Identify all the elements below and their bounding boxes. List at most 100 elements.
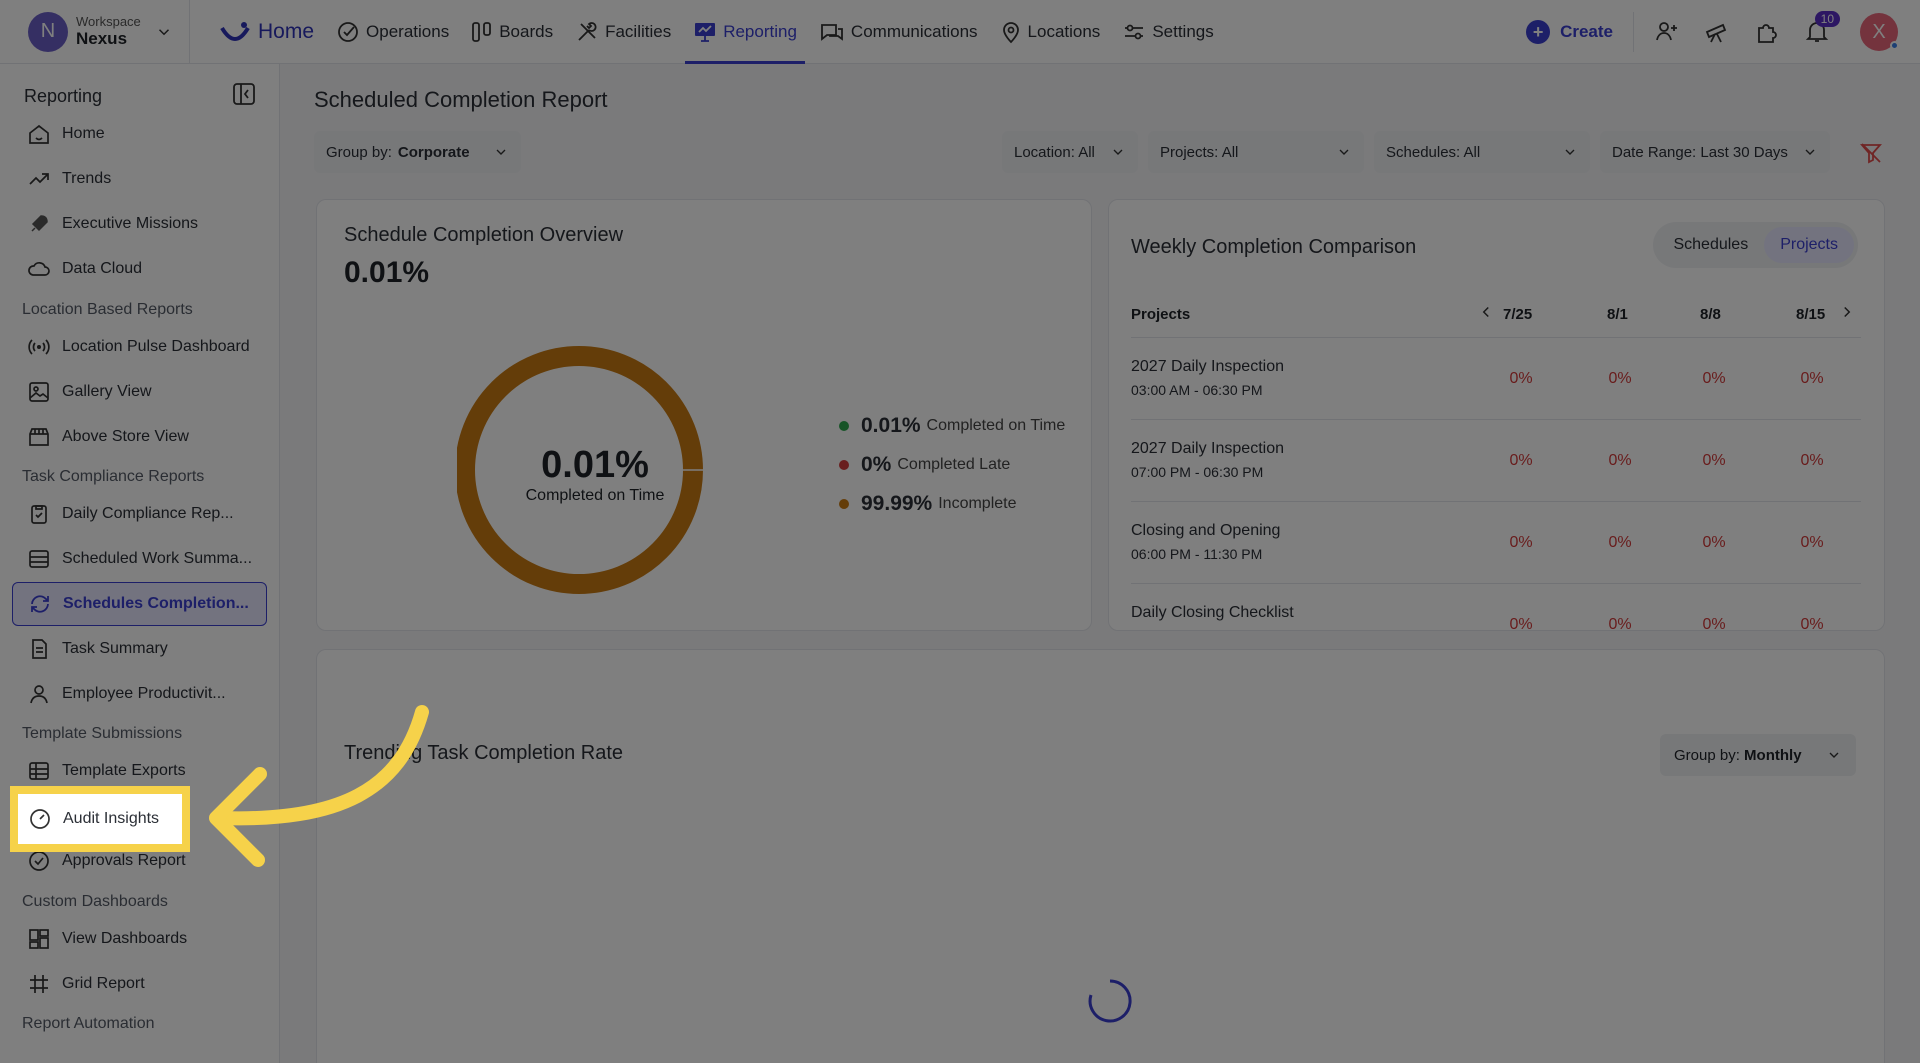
table-row[interactable]: Daily Closing Checklist 0% 0% 0% 0% [1131,584,1861,631]
clipboard-check-icon [31,505,47,524]
section-custom-dashboards: Custom Dashboards [22,893,168,910]
trend-up-icon [29,173,49,185]
toggle-schedules[interactable]: Schedules [1673,236,1749,253]
nav-operations[interactable]: Operations [328,0,457,64]
week-value: 0% [1608,616,1632,631]
nav-communications[interactable]: Communications [811,0,986,64]
create-button[interactable]: + Create [1506,12,1634,52]
workspace-label: Workspace [76,14,141,29]
add-user-button[interactable] [1642,7,1692,57]
rocket-icon [31,215,48,232]
table-row[interactable]: Closing and Opening 06:00 PM - 11:30 PM … [1131,502,1861,584]
sidebar-item-view-dashboards[interactable]: View Dashboards [12,917,267,961]
sidebar-item-label: Executive Missions [62,215,199,232]
sidebar-item-executive-missions[interactable]: Executive Missions [12,202,267,246]
sidebar-item-scheduled-work[interactable]: Scheduled Work Summa... [12,537,267,581]
project-name: Daily Closing Checklist [1131,604,1294,621]
collapse-sidebar-icon[interactable] [232,82,256,106]
week-value: 0% [1800,534,1824,551]
sidebar-item-label: Approvals Report [62,852,186,869]
legend-value: 99.99% [861,491,933,515]
nav-boards-label: Boards [499,21,554,41]
workspace-switcher[interactable]: N Workspace Nexus [0,0,190,64]
location-filter[interactable]: Location: All [1002,131,1138,173]
sidebar-item-gallery-view[interactable]: Gallery View [12,370,267,414]
telescope-button[interactable] [1692,7,1742,57]
chevron-down-icon [496,149,506,155]
refresh-icon [31,595,49,613]
list-icon [29,550,49,568]
sidebar-item-schedules-completion[interactable]: Schedules Completion... [12,582,267,626]
dashboard-icon [29,929,49,949]
workspace-avatar: N [28,11,68,52]
tools-icon [578,21,597,41]
sidebar-item-grid-report[interactable]: Grid Report [12,962,267,1006]
nav-boards[interactable]: Boards [463,0,561,64]
week-header: 8/15 [1796,306,1826,323]
week-header: 8/1 [1607,306,1628,323]
trending-completion-card: Trending Task Completion Rate Group by: … [316,649,1885,1063]
chevron-left-icon[interactable] [1477,303,1495,321]
nav-home[interactable]: Home [210,0,322,64]
projects-filter[interactable]: Projects: All [1148,131,1364,173]
main-content: Scheduled Completion Report Group by: Cor… [281,65,1920,1063]
section-location-based: Location Based Reports [22,301,193,318]
sidebar-item-trends[interactable]: Trends [12,157,267,201]
sidebar-item-label: Schedules Completion... [63,595,249,612]
project-time: 06:00 PM - 11:30 PM [1131,546,1263,562]
nav-settings[interactable]: Settings [1114,0,1221,64]
table-row[interactable]: 2027 Daily Inspection 07:00 PM - 06:30 P… [1131,420,1861,502]
user-avatar[interactable]: X [1860,13,1899,51]
integrations-button[interactable] [1742,7,1792,57]
nav-facilities-label: Facilities [605,21,672,41]
nav-reporting[interactable]: Reporting [685,0,805,64]
sidebar-item-label: Daily Compliance Rep... [62,505,234,522]
toggle-projects[interactable]: Projects [1764,227,1854,263]
image-icon [29,382,49,402]
table-row[interactable]: 2027 Daily Inspection 03:00 AM - 06:30 P… [1131,338,1861,420]
presentation-chart-icon [695,22,716,42]
overview-value: 0.01% [344,256,430,289]
pointer-arrow-icon [209,705,429,867]
broadcast-icon [28,339,50,355]
sidebar-item-home[interactable]: Home [12,112,267,156]
trending-group-by-dropdown[interactable]: Group by: Monthly [1660,734,1856,776]
nav-communications-label: Communications [850,21,978,41]
sidebar-item-label: Grid Report [62,975,145,992]
sidebar-item-task-summary[interactable]: Task Summary [12,627,267,671]
date-range-filter[interactable]: Date Range: Last 30 Days [1600,131,1830,173]
telescope-icon [1705,23,1727,43]
audit-insights-highlight[interactable]: Audit Insights [10,786,190,852]
chevron-right-icon[interactable] [1838,303,1856,321]
orange-dot-icon [839,498,849,509]
sidebar-item-label: Scheduled Work Summa... [62,550,253,567]
project-name: 2027 Daily Inspection [1131,358,1284,375]
donut-chart: 0.01% Completed on Time [455,340,717,600]
sidebar-item-data-cloud[interactable]: Data Cloud [12,247,267,291]
week-value: 0% [1702,534,1726,551]
loading-spinner-icon [1088,979,1132,1023]
sidebar-item-above-store[interactable]: Above Store View [12,415,267,459]
section-task-compliance: Task Compliance Reports [22,468,205,485]
week-value: 0% [1800,370,1824,387]
notifications-button[interactable]: 10 [1792,7,1842,57]
sidebar-item-location-pulse[interactable]: Location Pulse Dashboard [12,325,267,369]
overview-legend: 0.01% Completed on Time 0% Completed Lat… [839,406,1065,523]
group-by-dropdown[interactable]: Group by: Corporate [314,131,521,173]
clear-filter-icon[interactable] [1859,141,1883,165]
week-value: 0% [1702,616,1726,631]
plus-icon: + [1526,20,1551,44]
date-range-filter-label: Date Range: Last 30 Days [1612,143,1788,161]
schedules-projects-toggle: Schedules Projects [1653,222,1858,268]
weekly-table-header: Projects 7/25 8/1 8/8 8/15 [1131,290,1861,338]
sidebar-title: Reporting [24,86,103,106]
schedules-filter[interactable]: Schedules: All [1374,131,1590,173]
legend-value: 0.01% [861,413,921,437]
nav-facilities[interactable]: Facilities [567,0,679,64]
sidebar-item-daily-compliance[interactable]: Daily Compliance Rep... [12,492,267,536]
check-badge-icon [29,851,49,871]
schedule-completion-overview-card: Schedule Completion Overview 0.01% 0.01%… [316,199,1092,631]
status-dot [1890,41,1899,50]
workspace-name: Nexus [76,29,128,48]
nav-locations[interactable]: Locations [992,0,1109,64]
